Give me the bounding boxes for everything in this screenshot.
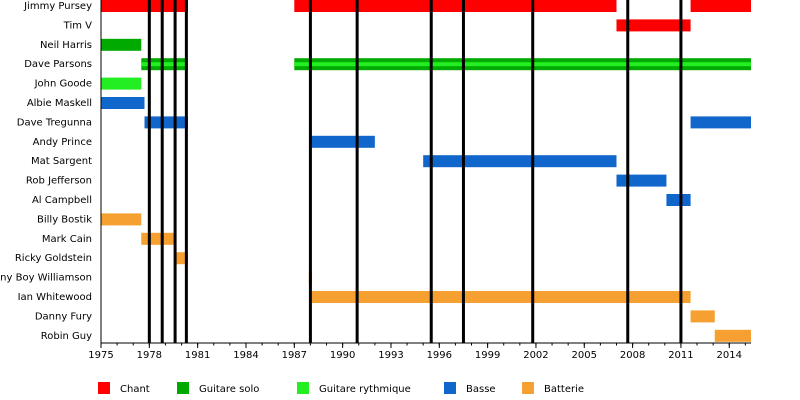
member-label: Dave Tregunna xyxy=(17,117,92,128)
member-label: Rob Jefferson xyxy=(26,176,92,187)
membership-bar xyxy=(101,97,145,109)
membership-bar xyxy=(141,62,188,67)
membership-bar xyxy=(294,0,617,12)
membership-bar xyxy=(294,62,751,67)
x-tick-label: 2005 xyxy=(572,350,597,361)
legend-label: Batterie xyxy=(544,384,584,395)
x-tick-label: 2014 xyxy=(717,350,742,361)
x-tick-label: 1993 xyxy=(378,350,403,361)
x-tick-label: 2008 xyxy=(620,350,645,361)
membership-bar xyxy=(690,310,715,323)
member-label: Johnny Boy Williamson xyxy=(0,273,92,284)
legend-label: Chant xyxy=(120,384,150,395)
x-tick-label: 2011 xyxy=(668,350,693,361)
legend-swatch xyxy=(98,382,110,394)
member-label: Billy Bostik xyxy=(37,214,92,225)
legend-swatch xyxy=(522,382,534,394)
member-label: Robin Guy xyxy=(41,331,92,342)
x-tick-label: 1987 xyxy=(282,350,307,361)
member-label: Andy Prince xyxy=(33,137,92,148)
legend-swatch xyxy=(177,382,189,394)
member-label: Albie Maskell xyxy=(27,98,92,109)
x-tick-label: 1975 xyxy=(88,350,113,361)
member-label: Tim V xyxy=(63,20,92,31)
member-label: Mat Sargent xyxy=(31,156,92,167)
x-tick-label: 1999 xyxy=(475,350,500,361)
membership-bar xyxy=(101,0,188,12)
x-tick-label: 1990 xyxy=(330,350,355,361)
x-tick-label: 2002 xyxy=(523,350,548,361)
legend-label: Guitare solo xyxy=(199,384,259,395)
legend-swatch xyxy=(444,382,456,394)
membership-bar xyxy=(141,232,176,245)
membership-bar xyxy=(616,174,667,187)
member-label: Danny Fury xyxy=(35,311,92,322)
member-label: Ian Whitewood xyxy=(18,292,92,303)
member-label: John Goode xyxy=(34,79,92,90)
membership-bar xyxy=(690,0,751,12)
x-tick-label: 1978 xyxy=(137,350,162,361)
member-label: Mark Cain xyxy=(42,234,92,245)
x-tick-label: 1984 xyxy=(233,350,258,361)
membership-bar xyxy=(144,116,188,129)
x-tick-label: 1981 xyxy=(185,350,210,361)
membership-bar xyxy=(616,19,691,32)
membership-bar xyxy=(175,252,188,265)
member-label: Jimmy Pursey xyxy=(23,1,92,12)
membership-bar xyxy=(101,38,142,51)
member-label: Al Campbell xyxy=(32,195,92,206)
membership-bar xyxy=(714,329,751,342)
legend-label: Basse xyxy=(466,384,496,395)
legend-swatch xyxy=(297,382,309,394)
membership-bar xyxy=(312,291,691,303)
x-tick-label: 1996 xyxy=(427,350,452,361)
membership-bar xyxy=(101,77,142,90)
legend-label: Guitare rythmique xyxy=(319,384,411,395)
member-label: Neil Harris xyxy=(40,40,92,51)
membership-bar xyxy=(423,155,617,168)
membership-bar xyxy=(690,116,751,129)
member-label: Ricky Goldstein xyxy=(15,253,92,264)
membership-bar xyxy=(310,135,375,148)
member-label: Dave Parsons xyxy=(24,59,92,70)
membership-bar xyxy=(666,194,691,206)
membership-bar xyxy=(101,213,142,226)
